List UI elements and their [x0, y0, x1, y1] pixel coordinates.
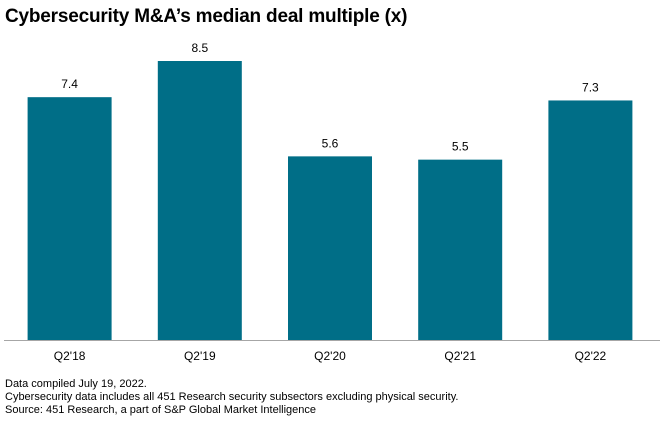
chart-notes: Data compiled July 19, 2022. Cybersecuri… [5, 378, 458, 417]
data-label: 5.6 [322, 136, 339, 150]
bar-Q2'19 [157, 61, 242, 341]
bar-Q2'21 [418, 159, 503, 341]
note-date: Data compiled July 19, 2022. [5, 378, 147, 390]
x-tick-label: Q2'18 [54, 349, 86, 363]
note-scope: Cybersecurity data includes all 451 Rese… [5, 391, 459, 403]
x-tick-label: Q2'19 [184, 349, 216, 363]
bars-group [27, 61, 633, 341]
x-tick-label: Q2'22 [575, 349, 607, 363]
x-tick-labels-group: Q2'18 Q2'19 Q2'20 Q2'21 Q2'22 [54, 349, 607, 363]
data-label: 7.4 [61, 77, 78, 91]
chart-title: Cybersecurity M&A’s median deal multiple… [5, 6, 408, 27]
bar-Q2'18 [27, 97, 112, 341]
bar-Q2'22 [548, 100, 633, 341]
x-tick-label: Q2'20 [314, 349, 346, 363]
data-label: 5.5 [452, 140, 469, 154]
data-label: 7.3 [582, 80, 599, 94]
data-label: 8.5 [191, 41, 208, 55]
x-tick-label: Q2'21 [444, 349, 476, 363]
note-source: Source: 451 Research, a part of S&P Glob… [5, 404, 317, 416]
bar-Q2'20 [288, 156, 372, 341]
data-labels-group: 7.4 8.5 5.6 5.5 7.3 [61, 41, 599, 154]
